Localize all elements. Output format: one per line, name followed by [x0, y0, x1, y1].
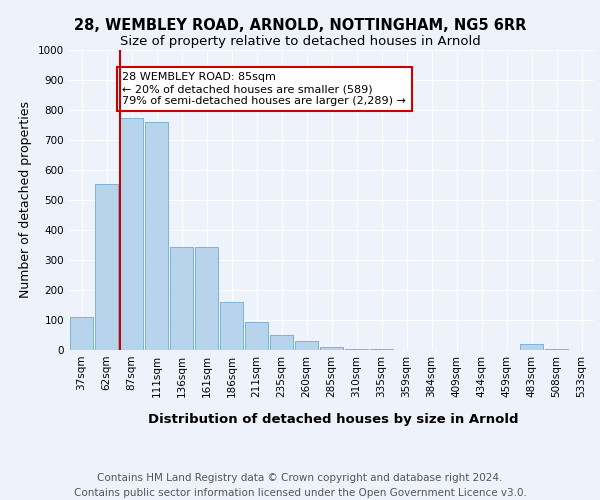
Bar	[95, 184, 118, 350]
Text: 28, WEMBLEY ROAD, ARNOLD, NOTTINGHAM, NG5 6RR: 28, WEMBLEY ROAD, ARNOLD, NOTTINGHAM, NG…	[74, 18, 526, 32]
Text: Size of property relative to detached houses in Arnold: Size of property relative to detached ho…	[119, 35, 481, 48]
Bar	[145, 122, 168, 350]
Text: 28 WEMBLEY ROAD: 85sqm
← 20% of detached houses are smaller (589)
79% of semi-de: 28 WEMBLEY ROAD: 85sqm ← 20% of detached…	[122, 72, 406, 106]
Y-axis label: Number of detached properties: Number of detached properties	[19, 102, 32, 298]
Bar	[70, 317, 93, 350]
Bar	[345, 348, 368, 350]
Bar	[170, 246, 193, 350]
Bar	[270, 335, 293, 350]
Bar	[220, 302, 243, 350]
Bar	[120, 118, 143, 350]
Bar	[245, 322, 268, 350]
Bar	[195, 246, 218, 350]
Text: Contains HM Land Registry data © Crown copyright and database right 2024.
Contai: Contains HM Land Registry data © Crown c…	[74, 472, 526, 498]
Bar	[320, 347, 343, 350]
Bar	[520, 344, 543, 350]
Text: Distribution of detached houses by size in Arnold: Distribution of detached houses by size …	[148, 412, 518, 426]
Bar	[295, 341, 318, 350]
